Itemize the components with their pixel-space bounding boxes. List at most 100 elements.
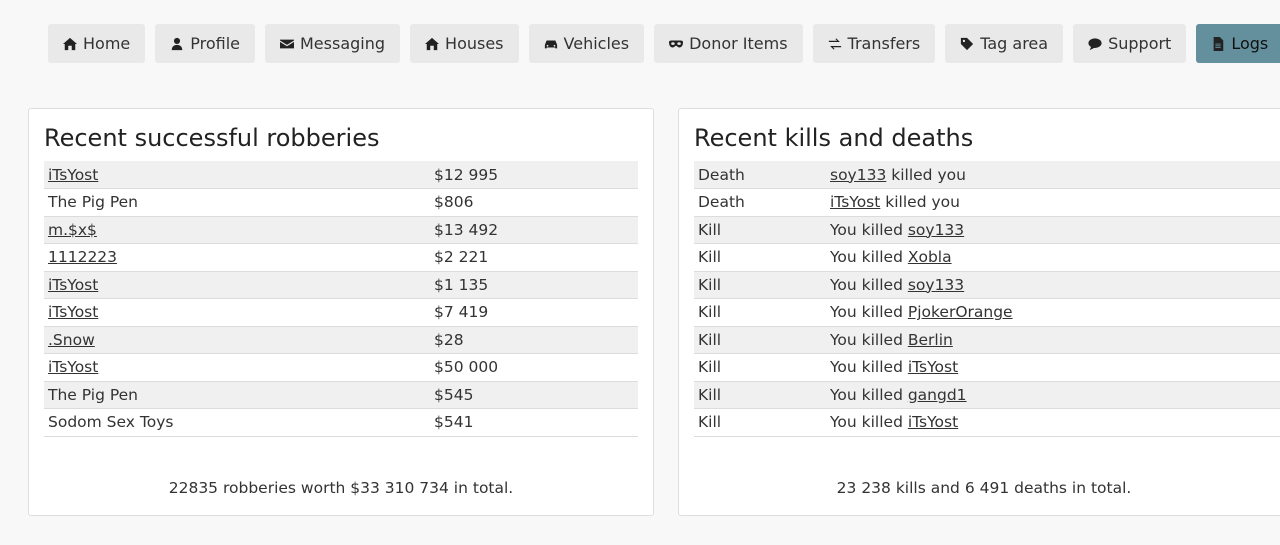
table-row: 1112223 $2 221 bbox=[44, 244, 638, 272]
nav-label: Support bbox=[1108, 34, 1172, 53]
table-row: iTsYost $50 000 bbox=[44, 354, 638, 382]
event-prefix: You killed bbox=[830, 413, 908, 432]
player-link[interactable]: iTsYost bbox=[48, 275, 99, 294]
nav-vehicles-button[interactable]: Vehicles bbox=[528, 24, 645, 63]
event-suffix: killed you bbox=[880, 193, 960, 212]
player-link[interactable]: 1112223 bbox=[48, 248, 118, 267]
target-name: The Pig Pen bbox=[48, 385, 138, 404]
event-description: iTsYost killed you bbox=[826, 189, 1280, 217]
event-description: soy133 killed you bbox=[826, 161, 1280, 189]
event-prefix: You killed bbox=[830, 275, 908, 294]
top-nav: Home Profile Messaging Houses Vehicles D… bbox=[48, 24, 1280, 63]
player-link[interactable]: iTsYost bbox=[48, 165, 99, 184]
nav-profile-button[interactable]: Profile bbox=[155, 24, 255, 63]
robbery-target-cell: iTsYost bbox=[44, 354, 430, 382]
robbery-amount: $1 135 bbox=[434, 275, 489, 294]
event-type: Kill bbox=[698, 413, 722, 432]
table-row: Kill You killed Xobla bbox=[694, 244, 1280, 271]
transfer-arrows-icon bbox=[828, 37, 841, 50]
robbery-amount: $28 bbox=[434, 330, 464, 349]
table-row: m.$x$ $13 492 bbox=[44, 216, 638, 244]
robbery-amount: $2 221 bbox=[434, 248, 489, 267]
robbery-target-cell: 1112223 bbox=[44, 244, 430, 272]
player-link[interactable]: PjokerOrange bbox=[907, 303, 1013, 322]
robbery-amount: $12 995 bbox=[434, 165, 499, 184]
car-icon bbox=[544, 40, 557, 48]
event-type: Kill bbox=[698, 330, 722, 349]
event-description: You killed soy133 bbox=[826, 216, 1280, 244]
event-type: Kill bbox=[698, 385, 722, 404]
chat-bubble-icon bbox=[1088, 37, 1102, 50]
nav-label: Messaging bbox=[300, 34, 386, 53]
table-row: The Pig Pen $545 bbox=[44, 381, 638, 409]
robbery-target-cell: iTsYost bbox=[44, 299, 430, 327]
event-description: You killed soy133 bbox=[826, 271, 1280, 299]
table-row: Kill You killed Berlin bbox=[694, 326, 1280, 354]
robberies-total: 22835 robberies worth $33 310 734 in tot… bbox=[168, 479, 514, 497]
table-row: Kill You killed iTsYost bbox=[694, 354, 1280, 381]
kills-title: Recent kills and deaths bbox=[694, 124, 974, 152]
player-link[interactable]: m.$x$ bbox=[48, 220, 97, 239]
home-icon bbox=[425, 37, 440, 50]
home-icon bbox=[63, 37, 77, 50]
table-row: Kill You killed soy133 bbox=[694, 216, 1280, 244]
player-link[interactable]: iTsYost bbox=[830, 193, 881, 212]
event-prefix: You killed bbox=[830, 330, 908, 349]
event-type: Kill bbox=[698, 275, 722, 294]
table-row: iTsYost $7 419 bbox=[44, 299, 638, 327]
table-row: The Pig Pen $806 bbox=[44, 189, 638, 216]
table-row: iTsYost $12 995 bbox=[44, 161, 638, 189]
nav-transfers-button[interactable]: Transfers bbox=[812, 24, 936, 63]
nav-support-button[interactable]: Support bbox=[1073, 24, 1187, 63]
nav-label: Houses bbox=[445, 34, 504, 53]
player-link[interactable]: iTsYost bbox=[907, 358, 959, 377]
player-link[interactable]: Berlin bbox=[907, 330, 953, 349]
nav-home-button[interactable]: Home bbox=[48, 24, 146, 63]
table-row: iTsYost $1 135 bbox=[44, 271, 638, 299]
event-prefix: You killed bbox=[830, 220, 908, 239]
player-link[interactable]: iTsYost bbox=[907, 413, 959, 432]
tag-icon bbox=[961, 37, 974, 50]
event-prefix: You killed bbox=[830, 358, 908, 377]
nav-label: Home bbox=[83, 34, 131, 53]
user-icon bbox=[172, 37, 183, 50]
player-link[interactable]: Xobla bbox=[907, 248, 952, 267]
player-link[interactable]: gangd1 bbox=[907, 385, 967, 404]
nav-donor-items-button[interactable]: Donor Items bbox=[654, 24, 803, 63]
table-row: Death soy133 killed you bbox=[694, 161, 1280, 189]
player-link[interactable]: .Snow bbox=[48, 330, 95, 349]
player-link[interactable]: iTsYost bbox=[48, 303, 99, 322]
nav-label: Profile bbox=[190, 34, 240, 53]
nav-logs-button[interactable]: Logs bbox=[1196, 24, 1280, 63]
nav-tag-area-button[interactable]: Tag area bbox=[945, 24, 1064, 63]
nav-label: Donor Items bbox=[689, 34, 788, 53]
event-type: Death bbox=[698, 193, 745, 212]
kills-total: 23 238 kills and 6 491 deaths in total. bbox=[836, 479, 1132, 497]
nav-label: Vehicles bbox=[563, 34, 630, 53]
event-type: Kill bbox=[698, 248, 722, 267]
nav-messaging-button[interactable]: Messaging bbox=[265, 24, 401, 63]
kills-table: Death soy133 killed you Death iTsYost kille… bbox=[694, 161, 1280, 437]
event-suffix: killed you bbox=[886, 165, 966, 184]
event-prefix: You killed bbox=[830, 303, 908, 322]
event-type: Kill bbox=[698, 220, 722, 239]
table-row: Death iTsYost killed you bbox=[694, 189, 1280, 217]
robbery-target-cell: Sodom Sex Toys bbox=[44, 409, 430, 437]
event-description: You killed PjokerOrange bbox=[826, 299, 1280, 327]
document-icon bbox=[1213, 36, 1224, 51]
robbery-target-cell: The Pig Pen bbox=[44, 381, 430, 409]
player-link[interactable]: soy133 bbox=[830, 165, 887, 184]
event-prefix: You killed bbox=[830, 385, 908, 404]
robberies-title: Recent successful robberies bbox=[44, 124, 380, 152]
robberies-panel: Recent successful robberies iTsYost $12 9… bbox=[28, 108, 654, 516]
player-link[interactable]: iTsYost bbox=[48, 358, 99, 377]
table-row: Sodom Sex Toys $541 bbox=[44, 409, 638, 437]
nav-label: Tag area bbox=[980, 34, 1049, 53]
player-link[interactable]: soy133 bbox=[907, 220, 965, 239]
nav-houses-button[interactable]: Houses bbox=[410, 24, 519, 63]
player-link[interactable]: soy133 bbox=[907, 275, 965, 294]
table-row: Kill You killed soy133 bbox=[694, 271, 1280, 299]
robbery-amount: $545 bbox=[434, 385, 474, 404]
target-name: The Pig Pen bbox=[48, 193, 138, 212]
event-description: You killed iTsYost bbox=[826, 409, 1280, 437]
